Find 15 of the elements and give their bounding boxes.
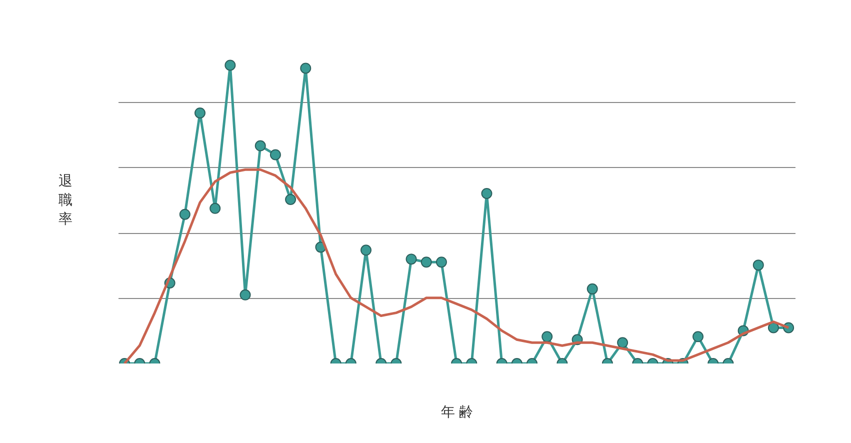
- point: [270, 149, 281, 160]
- point: [436, 256, 447, 268]
- point: [360, 244, 372, 256]
- point: [406, 254, 417, 265]
- point: [752, 260, 764, 271]
- point: [210, 202, 221, 214]
- y-axis-title: 退職率: [58, 173, 72, 228]
- point: [285, 194, 296, 205]
- point: [254, 140, 266, 152]
- point: [240, 289, 251, 300]
- point: [481, 188, 492, 199]
- point: [420, 256, 432, 268]
- x-axis-title: 年 齢: [440, 404, 474, 420]
- point: [586, 283, 598, 294]
- point: [179, 208, 190, 220]
